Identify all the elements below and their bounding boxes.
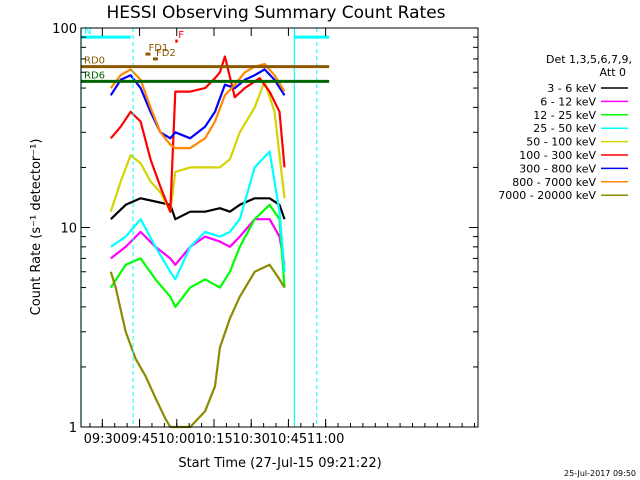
legend-label-100-300-kev: 100 - 300 keV: [519, 149, 596, 162]
y-axis-label: Count Rate (s⁻¹ detector⁻¹): [29, 139, 44, 316]
series-line-6-12-kev: [110, 218, 286, 266]
x-tick-label-09-45: 09:45: [121, 432, 158, 447]
series-line-50-100-kev: [109, 80, 286, 213]
legend-label-3-6-kev: 3 - 6 keV: [547, 82, 596, 95]
x-tick-label-09-30: 09:30: [84, 432, 121, 447]
segment-label-f: F: [178, 30, 184, 41]
legend-header-line-1: Det 1,3,5,6,7,9,: [546, 53, 632, 66]
series-line-3-6-kev: [110, 197, 286, 221]
y-tick-label-10: 10: [60, 222, 77, 237]
legend-label-25-50-kev: 25 - 50 keV: [533, 122, 596, 135]
chart-title: HESSI Observing Summary Count Rates: [106, 3, 445, 23]
series-line-100-300-kev: [109, 55, 286, 213]
y-tick-label-100: 100: [52, 22, 77, 37]
segment-label-rd6: RD6: [84, 70, 105, 81]
legend-label-50-100-kev: 50 - 100 keV: [526, 136, 596, 149]
x-tick-label-11-00: 11:00: [307, 432, 344, 447]
series-line-25-50-kev: [110, 150, 286, 281]
series-line-800-7000-kev: [109, 62, 286, 150]
x-tick-label-10-00: 10:00: [158, 432, 195, 447]
legend-label-12-25-kev: 12 - 25 keV: [533, 109, 596, 122]
x-axis-label: Start Time (27-Jul-15 09:21:22): [178, 456, 381, 471]
series-line-300-800-kev: [109, 68, 286, 140]
series-line-12-25-kev: [109, 203, 286, 308]
render-timestamp: 25-Jul-2017 09:50: [564, 469, 636, 478]
legend-label-800-7000-kev: 800 - 7000 keV: [512, 176, 596, 189]
axis-layer: 09:30 09:45 10:00 10:15 10:30 10:45 11:00 1 10 10…: [52, 22, 478, 447]
legend-label-7000-20000-kev: 7000 - 20000 keV: [498, 189, 596, 202]
legend-label-300-800-kev: 300 - 800 keV: [519, 162, 596, 175]
x-tick-label-10-15: 10:15: [195, 432, 232, 447]
legend-label-6-12-kev: 6 - 12 keV: [540, 95, 596, 108]
series-line-7000-20000-kev: [109, 263, 286, 429]
x-tick-label-10-45: 10:45: [270, 432, 307, 447]
x-tick-label-10-30: 10:30: [232, 432, 269, 447]
series-layer: [109, 55, 286, 429]
segment-label-n: N: [84, 26, 91, 37]
legend-header-line-2: Att 0: [600, 66, 626, 79]
y-tick-label-1: 1: [69, 421, 77, 436]
segment-label-fd2: FD2: [156, 48, 176, 59]
segment-label-fd1: FD1: [149, 43, 169, 54]
segment-label-rd0: RD0: [84, 56, 105, 67]
